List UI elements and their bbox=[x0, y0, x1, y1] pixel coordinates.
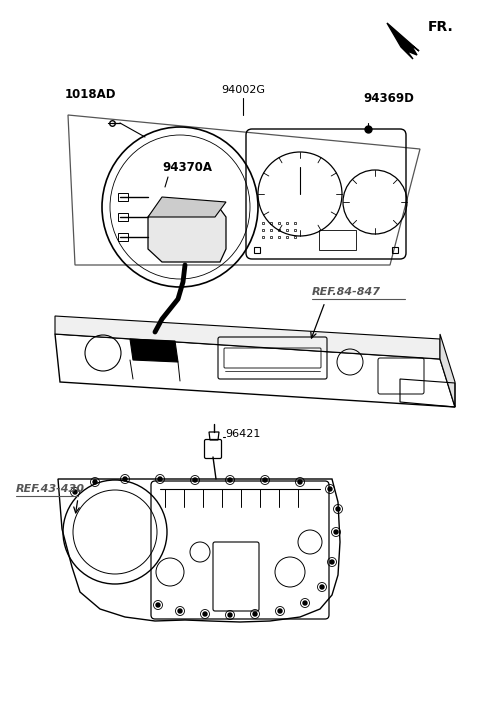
Text: 94369D: 94369D bbox=[363, 92, 414, 105]
Polygon shape bbox=[148, 332, 162, 351]
Circle shape bbox=[298, 480, 302, 484]
Polygon shape bbox=[130, 339, 178, 362]
Circle shape bbox=[336, 507, 340, 511]
Circle shape bbox=[320, 585, 324, 589]
Text: FR.: FR. bbox=[428, 20, 454, 34]
Circle shape bbox=[253, 612, 257, 616]
Circle shape bbox=[123, 477, 127, 481]
Circle shape bbox=[303, 601, 307, 605]
Circle shape bbox=[228, 478, 232, 482]
Text: 96421: 96421 bbox=[225, 429, 261, 439]
Polygon shape bbox=[148, 197, 226, 217]
Circle shape bbox=[73, 490, 77, 494]
Circle shape bbox=[263, 478, 267, 482]
Polygon shape bbox=[148, 202, 226, 262]
Circle shape bbox=[193, 478, 197, 482]
Circle shape bbox=[156, 603, 160, 607]
Text: REF.84-847: REF.84-847 bbox=[312, 287, 381, 297]
Text: REF.43-430: REF.43-430 bbox=[16, 484, 85, 494]
Text: 1018AD: 1018AD bbox=[65, 88, 117, 101]
Circle shape bbox=[203, 612, 207, 616]
Circle shape bbox=[93, 480, 97, 484]
Circle shape bbox=[158, 477, 162, 481]
Circle shape bbox=[334, 530, 338, 534]
Circle shape bbox=[178, 609, 182, 613]
Circle shape bbox=[278, 609, 282, 613]
Circle shape bbox=[228, 613, 232, 617]
Polygon shape bbox=[387, 23, 419, 59]
Circle shape bbox=[330, 560, 334, 564]
Polygon shape bbox=[440, 334, 455, 407]
Text: 94002G: 94002G bbox=[221, 85, 265, 95]
Text: 94370A: 94370A bbox=[162, 161, 212, 174]
Polygon shape bbox=[55, 316, 440, 359]
Circle shape bbox=[328, 487, 332, 491]
